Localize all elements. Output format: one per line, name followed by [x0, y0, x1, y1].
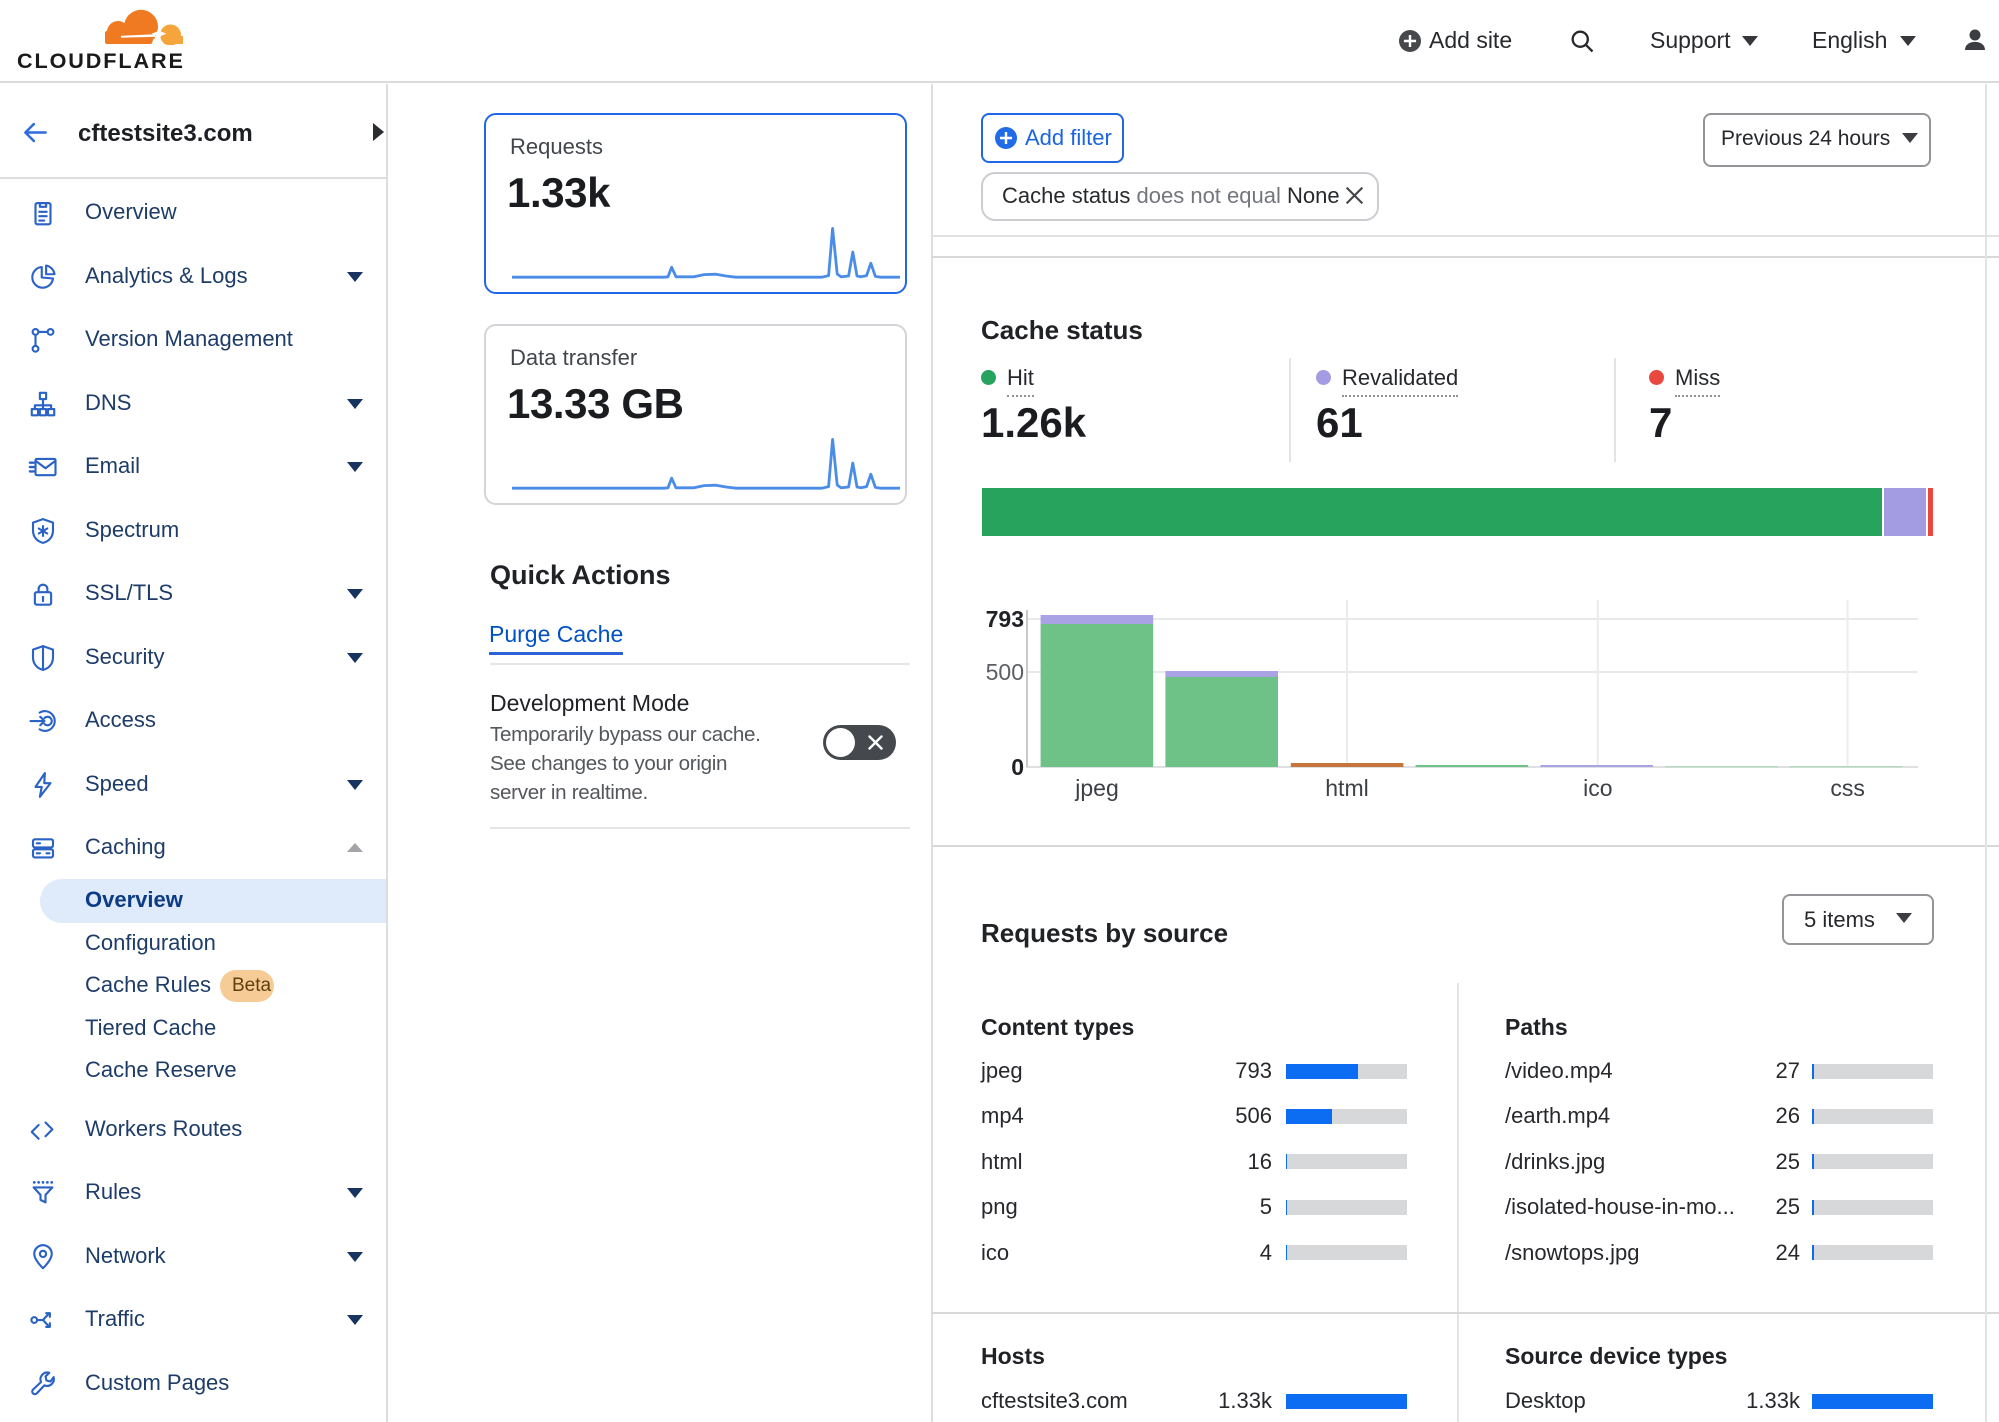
svg-text:html: html — [1325, 775, 1368, 801]
svg-text:500: 500 — [986, 659, 1024, 685]
svg-text:css: css — [1830, 775, 1865, 801]
svg-text:jpeg: jpeg — [1074, 775, 1118, 801]
svg-text:ico: ico — [1583, 775, 1612, 801]
svg-text:793: 793 — [986, 606, 1024, 632]
svg-text:0: 0 — [1011, 754, 1024, 780]
